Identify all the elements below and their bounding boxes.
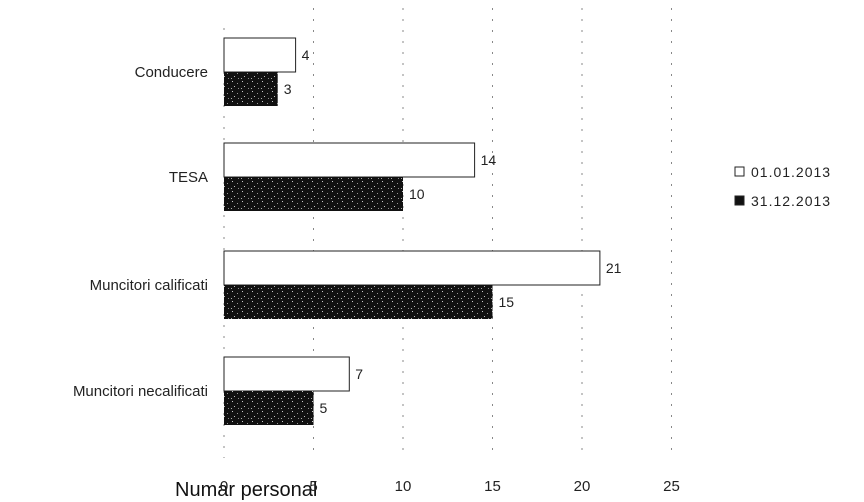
bar-end bbox=[224, 391, 314, 425]
x-tick-label: 5 bbox=[309, 478, 317, 495]
labels: 4 3 Conducere 14 10 TESA 21 15 Muncitori calific… bbox=[73, 47, 622, 416]
x-tick-label: 20 bbox=[574, 478, 591, 495]
bar-end bbox=[224, 285, 493, 319]
data-label: 7 bbox=[355, 366, 363, 382]
x-axis: Numar personal 0 5 10 15 20 25 bbox=[175, 478, 680, 501]
data-label: 21 bbox=[606, 260, 622, 276]
data-label: 4 bbox=[302, 47, 310, 63]
bar-end bbox=[224, 72, 278, 106]
bar-start bbox=[223, 142, 476, 178]
x-tick-label: 0 bbox=[220, 478, 228, 495]
bar-start bbox=[223, 356, 350, 392]
legend-swatch bbox=[734, 195, 745, 206]
bars bbox=[223, 37, 601, 425]
bar-end bbox=[224, 177, 403, 211]
legend-swatch bbox=[734, 166, 745, 177]
data-label: 3 bbox=[284, 81, 292, 97]
category-label: Muncitori necalificati bbox=[73, 383, 208, 400]
data-label: 14 bbox=[481, 152, 497, 168]
data-label: 10 bbox=[409, 186, 425, 202]
x-tick-label: 15 bbox=[484, 478, 501, 495]
legend-label: 01.01.2013 bbox=[751, 164, 831, 180]
bar-start bbox=[223, 250, 601, 286]
bar-start bbox=[223, 37, 297, 73]
category-label: TESA bbox=[169, 169, 208, 186]
data-label: 15 bbox=[499, 294, 515, 310]
category-label: Conducere bbox=[135, 64, 208, 81]
legend-label: 31.12.2013 bbox=[751, 193, 831, 209]
legend: 01.01.2013 31.12.2013 bbox=[734, 164, 831, 209]
category-label: Muncitori calificati bbox=[90, 277, 208, 294]
x-tick-label: 10 bbox=[395, 478, 412, 495]
x-tick-label: 25 bbox=[663, 478, 680, 495]
data-label: 5 bbox=[320, 400, 328, 416]
x-axis-title: Numar personal bbox=[175, 479, 317, 501]
